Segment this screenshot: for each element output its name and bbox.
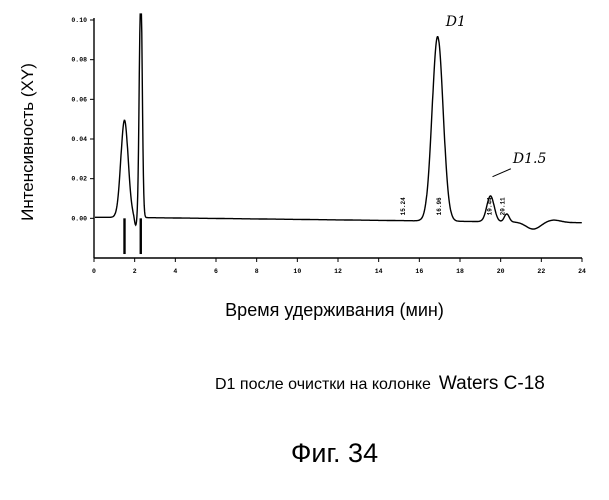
caption-column: Waters C-18: [438, 373, 545, 394]
x-tick-label: 8: [255, 268, 259, 275]
x-tick-label: 2: [133, 268, 137, 275]
x-tick-label: 10: [293, 268, 301, 275]
x-tick-label: 24: [578, 268, 586, 275]
x-tick-label: 4: [173, 268, 177, 275]
retention-time-mark: 15.24: [400, 197, 407, 215]
chromatogram-trace: [95, 13, 582, 230]
x-tick-label: 12: [334, 268, 342, 275]
x-tick-label: 14: [375, 268, 383, 275]
x-tick-label: 20: [497, 268, 505, 275]
x-tick-label: 0: [92, 268, 96, 275]
y-tick-label: 0.02: [71, 176, 87, 183]
axes: [93, 18, 582, 259]
x-tick-label: 16: [415, 268, 423, 275]
figure-label: Фиг. 34: [290, 438, 379, 468]
y-axis-label: Интенсивность (XY): [18, 63, 37, 221]
y-tick-label: 0.08: [71, 57, 87, 64]
x-axis-label: Время удерживания (мин): [225, 300, 444, 320]
y-tick-label: 0.04: [71, 136, 87, 143]
retention-time-mark: 20.11: [500, 197, 507, 215]
retention-time-mark: 19.44: [486, 197, 493, 215]
caption: D1 после очистки на колонке Waters C-18: [215, 373, 545, 395]
caption-text: D1 после очистки на колонке: [215, 376, 431, 393]
x-tick-label: 22: [537, 268, 545, 275]
y-tick-label: 0.10: [71, 17, 87, 24]
ticks: 0 2 4 6 8 10 12 14 16 18 20 22 240.000.020.040.060.0…: [71, 17, 586, 275]
x-tick-label: 6: [214, 268, 218, 275]
y-tick-label: 0.06: [71, 96, 87, 103]
y-tick-label: 0.00: [71, 215, 87, 222]
peak-annotation: D1.5: [512, 151, 547, 167]
annotation-pointer: [492, 168, 512, 178]
peak-annotation: D1: [445, 14, 466, 30]
retention-marks: 15.24 16.96 19.44 20.11: [400, 197, 507, 215]
x-tick-label: 18: [456, 268, 464, 275]
retention-time-mark: 16.96: [436, 197, 443, 215]
peak-annotations: D1 D1.5: [445, 14, 547, 178]
